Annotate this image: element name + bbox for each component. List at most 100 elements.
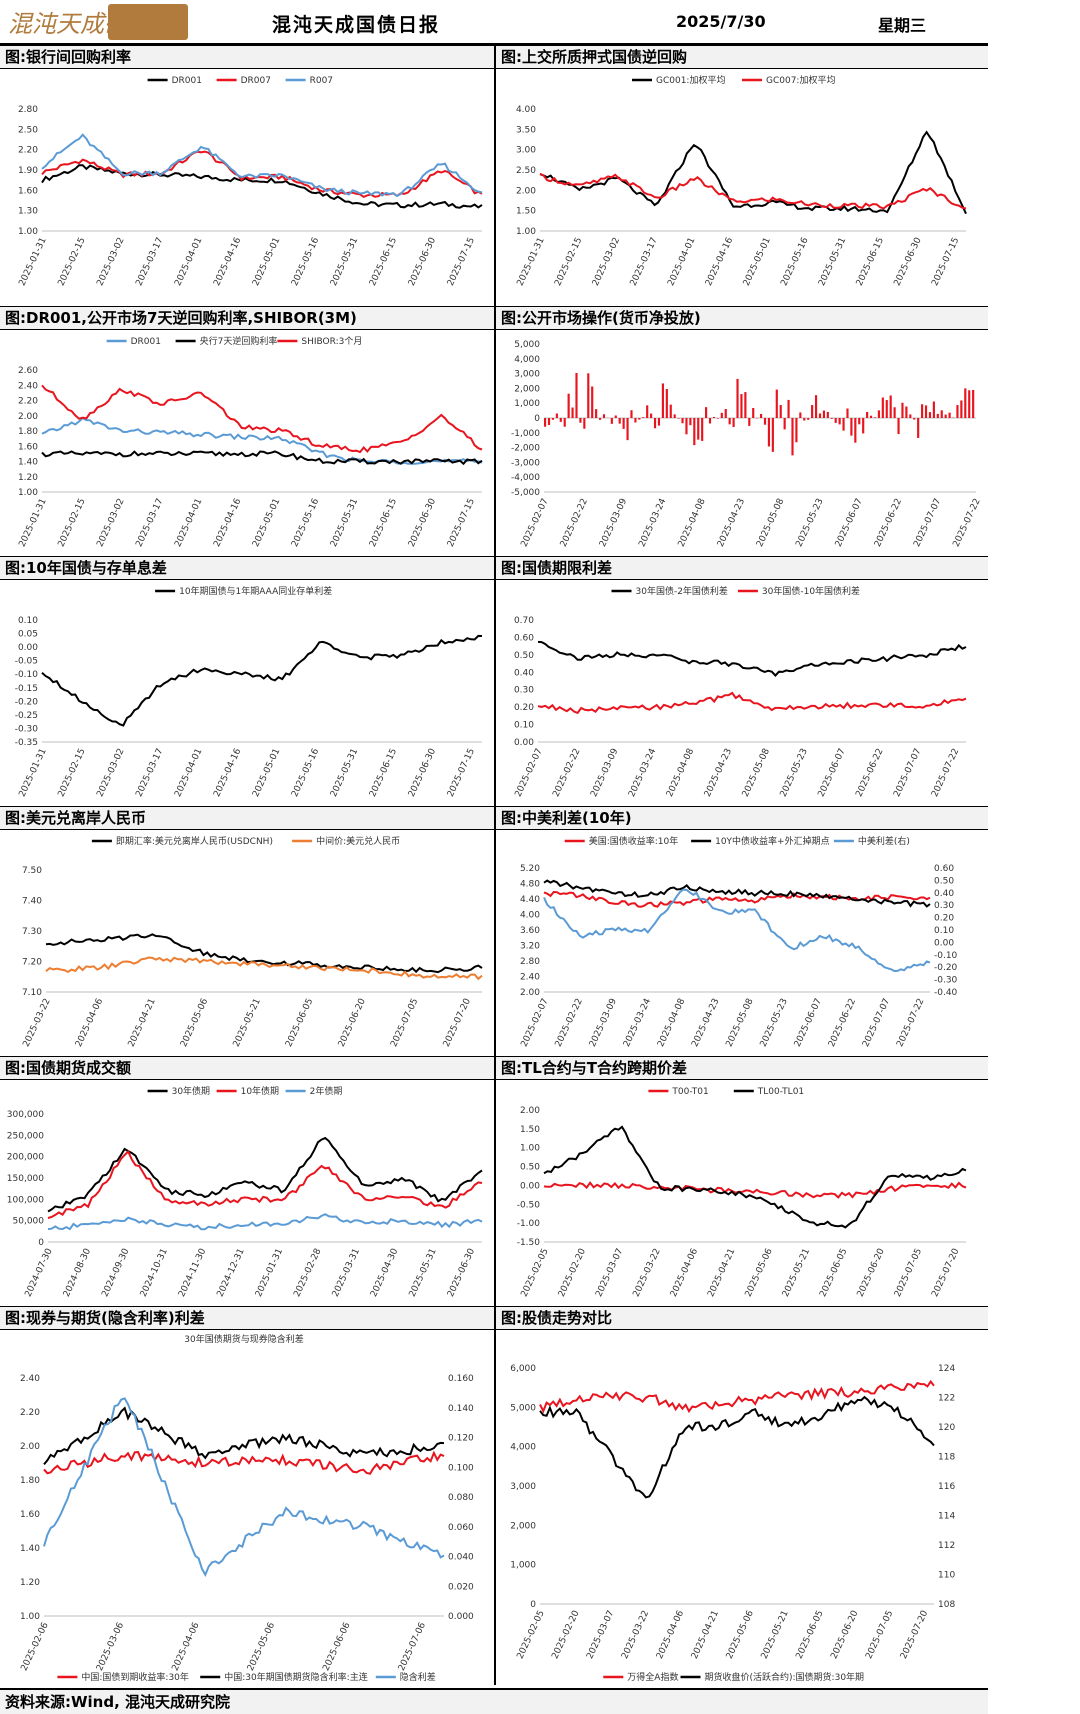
x-tick-label: 2025-04-16 (704, 236, 735, 288)
x-tick-label: 2025-04-01 (173, 747, 204, 799)
y-tick-label: 1,000 (514, 399, 540, 409)
x-tick-label: 2025-06-22 (873, 497, 904, 549)
bar (673, 414, 676, 418)
y-tick-label: 0.70 (514, 616, 534, 626)
legend-label: DR007 (241, 76, 271, 86)
bar (642, 417, 645, 418)
x-tick-label: 2025-07-07 (892, 747, 923, 799)
bar (701, 418, 704, 441)
x-tick-label: 2025-05-01 (251, 236, 282, 288)
x-tick-label: 2025-04-16 (212, 747, 243, 799)
x-tick-label: 2025-03-17 (134, 747, 165, 799)
x-tick-label: 2025-04-06 (170, 1621, 201, 1673)
y-tick-label: -0.15 (15, 684, 38, 694)
bar (866, 411, 869, 418)
x-tick-label: 2025-02-06 (20, 1621, 51, 1673)
y-tick-label: 200,000 (7, 1153, 44, 1163)
series-line (41, 384, 483, 454)
report-weekday: 星期三 (878, 16, 927, 35)
series-line (47, 1136, 483, 1213)
x-tick-label: 2025-07-15 (446, 497, 477, 549)
x-tick-label: 2025-03-07 (594, 1247, 625, 1299)
y-tick-label: -0.25 (15, 711, 38, 721)
y-tick-label: 0.50 (514, 651, 534, 661)
bar (708, 418, 712, 424)
x-tick-label: 2025-03-07 (585, 1609, 616, 1661)
y2-tick-label: 112 (938, 1541, 955, 1551)
bar (807, 418, 810, 420)
x-tick-label: 2025-07-15 (930, 236, 961, 288)
chart-panel-cn-us-spread: 图:中美利差(10年) 2.00 2.40 2.80 3.20 3.60 4.00 4.40… (496, 806, 988, 1056)
legend-label: 2年债期 (310, 1085, 343, 1097)
y-tick-label: 3,000 (514, 370, 540, 380)
bar (834, 418, 837, 423)
x-tick-label: 2025-03-02 (95, 747, 126, 799)
legend-label: R007 (310, 76, 333, 86)
x-tick-label: 2025-04-01 (173, 236, 204, 288)
y-tick-label: 1.90 (18, 166, 38, 176)
x-tick-label: 2025-06-06 (321, 1621, 352, 1673)
x-tick-label: 2025-06-30 (407, 497, 438, 549)
x-tick-label: 2025-06-20 (856, 1247, 887, 1299)
chart-panel-interbank-repo: 图:银行间回购利率 1.00 1.30 1.60 1.90 2.20 2.50 2.80 20… (0, 45, 494, 295)
bar (889, 395, 892, 418)
y-tick-label: 0.30 (514, 686, 534, 696)
y-tick-label: 7.10 (22, 988, 42, 998)
y2-tick-label: 0.020 (448, 1582, 474, 1592)
bar (921, 404, 924, 418)
x-tick-label: 2025-04-01 (666, 236, 697, 288)
column-divider (494, 45, 496, 1685)
x-tick-label: 2025-02-20 (557, 1247, 588, 1299)
y2-tick-label: 0.120 (448, 1434, 474, 1444)
x-tick-label: 2025-06-20 (337, 997, 368, 1049)
bar (602, 414, 606, 418)
x-tick-label: 2025-06-30 (407, 236, 438, 288)
report-title: 混沌天成国债日报 (272, 14, 441, 36)
bar (559, 418, 562, 422)
bar (881, 397, 884, 418)
y-tick-label: 1.80 (20, 1476, 40, 1486)
bar (595, 409, 598, 418)
bar (838, 418, 841, 425)
legend-label: GC007:加权平均 (766, 74, 835, 86)
x-tick-label: 2024-10-31 (139, 1247, 170, 1299)
bar (689, 418, 692, 426)
x-tick-label: 2025-05-23 (794, 497, 825, 549)
legend-label: 央行7天逆回购利率 (200, 335, 278, 347)
x-tick-label: 2025-05-01 (251, 497, 282, 549)
y-tick-label: -0.20 (15, 697, 39, 707)
x-tick-label: 2025-05-01 (251, 747, 282, 799)
x-tick-label: 2025-02-15 (56, 747, 87, 799)
x-tick-label: 2025-07-20 (442, 997, 473, 1049)
y-tick-label: -3,000 (511, 458, 540, 468)
chart-title: 30年国债期货与现券隐含利差 (184, 1333, 303, 1345)
x-tick-label: 2025-06-15 (368, 497, 399, 549)
series-line (47, 1213, 483, 1231)
panel-title: 图:公开市场操作(货币净投放) (496, 306, 988, 330)
x-tick-label: 2025-05-08 (741, 747, 772, 799)
bar (579, 418, 582, 423)
x-tick-label: 2025-04-16 (212, 236, 243, 288)
x-tick-label: 2025-03-22 (620, 1609, 651, 1661)
x-tick-label: 2025-06-05 (284, 997, 315, 1049)
panel-title: 图:10年国债与存单息差 (0, 556, 494, 580)
x-tick-label: 2024-07-30 (24, 1247, 55, 1299)
legend-label: 期货收盘价(活跃合约):国债期货:30年期 (705, 1671, 865, 1683)
x-tick-label: 2025-05-06 (744, 1247, 775, 1299)
chart-omo-net: -5,000 -4,000 -3,000 -2,000 -1,000 0 1,000 2,00… (511, 340, 983, 549)
x-tick-label: 2025-05-31 (408, 1247, 439, 1299)
x-tick-label: 2025-01-31 (516, 236, 547, 288)
y-tick-label: 2.00 (20, 1442, 40, 1452)
x-tick-label: 2025-07-22 (930, 747, 961, 799)
bar (638, 418, 641, 420)
y-tick-label: 7.20 (22, 958, 42, 968)
y-tick-label: 4.00 (516, 105, 536, 115)
x-tick-label: 2025-07-20 (899, 1609, 930, 1661)
y2-tick-label: -0.10 (934, 951, 958, 961)
bar (826, 411, 829, 418)
y2-tick-label: 110 (938, 1571, 955, 1581)
y2-tick-label: 0.50 (934, 876, 954, 886)
panel-title: 图:现券与期货(隐含利率)利差 (0, 1306, 494, 1330)
x-tick-label: 2025-05-01 (742, 236, 773, 288)
bar (685, 418, 688, 435)
